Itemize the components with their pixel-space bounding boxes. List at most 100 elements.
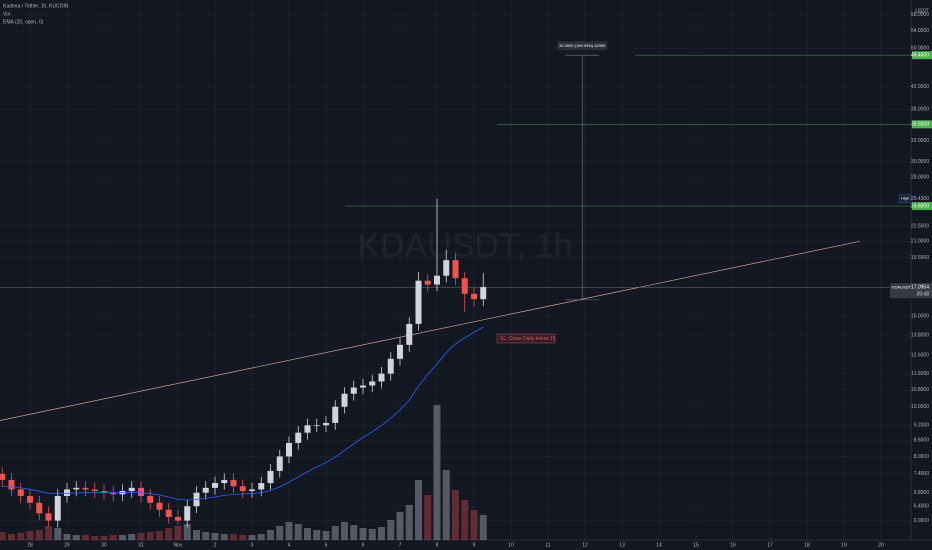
chart-title: Kadena / Tether, 1h, KUCOIN bbox=[3, 3, 69, 9]
level-label: 48.4000 bbox=[911, 53, 929, 59]
volume-bar bbox=[211, 533, 219, 540]
candle-body bbox=[323, 422, 329, 426]
candle-body bbox=[212, 483, 218, 488]
x-tick-label: 5 bbox=[325, 542, 328, 548]
measure-box bbox=[557, 41, 608, 51]
y-tick-label: 13.8000 bbox=[911, 332, 929, 338]
y-tick-label: 15.0000 bbox=[911, 314, 929, 320]
candle-body bbox=[82, 487, 89, 490]
candle-body bbox=[286, 442, 292, 457]
high-tag-label: High bbox=[901, 196, 909, 201]
candle-body bbox=[45, 513, 52, 521]
volume-bar bbox=[415, 480, 422, 540]
x-tick-label: 31 bbox=[138, 542, 144, 548]
x-tick-label: 14 bbox=[656, 542, 662, 548]
volume-bar bbox=[452, 490, 459, 540]
y-tick-label: 12.6000 bbox=[911, 353, 929, 359]
volume-bar bbox=[331, 526, 339, 540]
x-tick-label: 12 bbox=[582, 542, 588, 548]
candle-body bbox=[175, 516, 181, 521]
y-tick-label: 9.2000 bbox=[914, 423, 930, 429]
x-tick-label: 30 bbox=[101, 542, 107, 548]
candle-body bbox=[249, 489, 255, 492]
volume-bar bbox=[165, 528, 173, 540]
volume-bar bbox=[17, 533, 25, 540]
last-price-tag bbox=[890, 283, 932, 299]
candle-body bbox=[110, 492, 117, 495]
candle-body bbox=[452, 260, 459, 279]
y-tick-label: 19.5000 bbox=[911, 255, 929, 261]
candle-body bbox=[360, 385, 366, 388]
y-tick-label: 33.0000 bbox=[911, 138, 929, 144]
y-tick-label: 11.6000 bbox=[911, 371, 929, 377]
candle-body bbox=[230, 479, 237, 487]
volume-bar bbox=[304, 528, 311, 540]
y-tick-label: 38.0000 bbox=[911, 106, 929, 112]
x-tick-label: 9 bbox=[473, 542, 476, 548]
candle-body bbox=[313, 425, 320, 427]
candle-body bbox=[350, 387, 357, 394]
level-label: 35.5000 bbox=[911, 122, 929, 128]
volume-bar bbox=[368, 529, 376, 540]
x-tick-label: 4 bbox=[288, 542, 291, 548]
volume-bar bbox=[433, 405, 441, 540]
y-tick-label: 22.5000 bbox=[911, 223, 929, 229]
volume-bar bbox=[313, 530, 321, 540]
x-tick-label: 15 bbox=[693, 542, 699, 548]
volume-bar bbox=[387, 520, 395, 540]
candle-body bbox=[443, 260, 450, 276]
volume-bar bbox=[137, 533, 145, 540]
volume-bar bbox=[267, 530, 274, 540]
volume-bar bbox=[35, 530, 43, 540]
high-label: 25.4300 bbox=[911, 196, 929, 202]
candle-body bbox=[378, 373, 385, 382]
level-tag bbox=[912, 120, 932, 129]
candle-body bbox=[480, 287, 487, 300]
candle-body bbox=[54, 496, 61, 521]
volume-legend: Vol bbox=[3, 11, 10, 17]
last-price-label: 17.0954 bbox=[911, 285, 929, 291]
volume-bar bbox=[100, 536, 108, 540]
volume-bar bbox=[239, 535, 247, 540]
high-tag bbox=[898, 194, 912, 203]
candle-body bbox=[461, 278, 468, 294]
volume-bar bbox=[424, 495, 432, 540]
x-tick-label: 17 bbox=[767, 542, 773, 548]
candle-body bbox=[258, 483, 265, 490]
x-tick-label: 19 bbox=[841, 542, 847, 548]
volume-bar bbox=[146, 532, 154, 540]
x-tick-label: 18 bbox=[804, 542, 810, 548]
candle-body bbox=[184, 506, 191, 521]
y-tick-label: 50.0000 bbox=[911, 45, 929, 51]
candle-body bbox=[17, 489, 24, 497]
volume-bar bbox=[230, 534, 237, 540]
volume-bar bbox=[54, 528, 62, 540]
candle-body bbox=[8, 479, 15, 490]
y-tick-label: 6.8000 bbox=[914, 490, 930, 496]
candle-body bbox=[295, 432, 302, 443]
volume-bar bbox=[294, 524, 302, 540]
volume-bar bbox=[276, 526, 284, 540]
candle-body bbox=[397, 344, 403, 359]
volume-bar bbox=[350, 525, 358, 540]
y-tick-label: 28.0000 bbox=[911, 175, 929, 181]
ema-line bbox=[2, 326, 484, 501]
volume-bar bbox=[109, 535, 117, 540]
candle-body bbox=[276, 456, 283, 471]
x-tick-label: 3 bbox=[251, 542, 254, 548]
y-tick-label: 54.0000 bbox=[911, 28, 929, 34]
x-tick-label: 8 bbox=[436, 542, 439, 548]
volume-bar bbox=[322, 531, 330, 540]
x-tick-label: Nov bbox=[174, 542, 183, 548]
level-tag bbox=[912, 51, 932, 60]
x-tick-label: 2 bbox=[214, 542, 217, 548]
annotation: SL: Close Daily below 15 bbox=[500, 336, 556, 342]
volume-bar bbox=[202, 532, 210, 540]
last-price-symbol: KDAUSDT bbox=[892, 284, 912, 289]
y-tick-label: 6.4000 bbox=[914, 504, 930, 510]
volume-bar bbox=[378, 527, 385, 540]
volume-bar bbox=[396, 512, 404, 540]
candle-body bbox=[27, 496, 33, 503]
